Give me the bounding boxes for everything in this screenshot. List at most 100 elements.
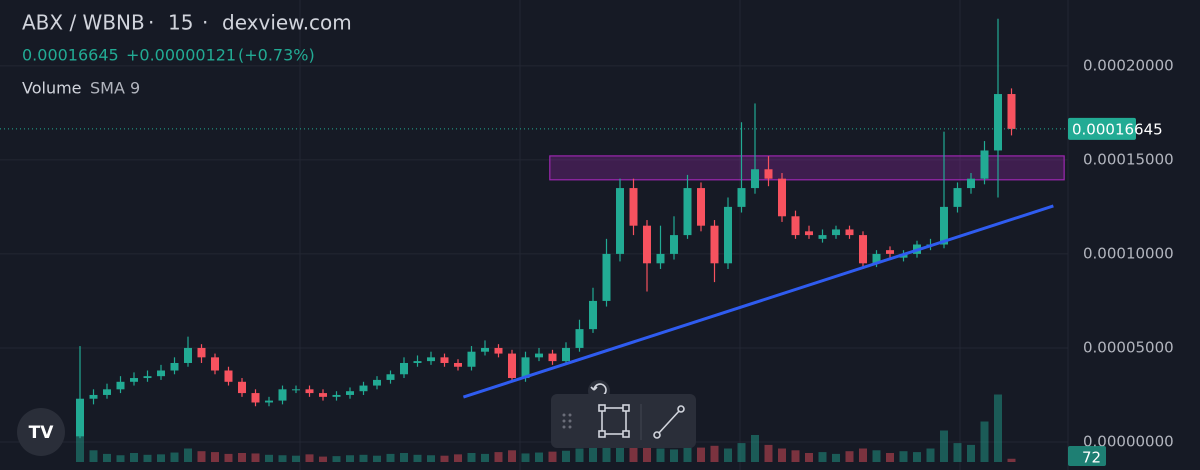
candle-body bbox=[278, 389, 287, 401]
volume-bar bbox=[143, 454, 152, 462]
candle-body bbox=[508, 353, 516, 379]
logo-mark: TV bbox=[29, 423, 55, 443]
candle-body bbox=[616, 188, 624, 254]
change-percent: (+0.73%) bbox=[238, 46, 315, 65]
candle-body bbox=[413, 361, 422, 363]
candle-body bbox=[251, 393, 260, 403]
volume-bar bbox=[697, 447, 705, 462]
price-zone bbox=[549, 155, 1065, 181]
candle-body bbox=[994, 94, 1002, 151]
rectangle-tool[interactable] bbox=[598, 404, 630, 438]
candle-body bbox=[184, 347, 192, 363]
volume-bar bbox=[535, 452, 543, 462]
candle-body bbox=[805, 231, 813, 236]
volume-bar bbox=[386, 453, 395, 462]
volume-bar bbox=[130, 453, 138, 462]
line-tool[interactable] bbox=[653, 405, 685, 439]
candle-body bbox=[157, 370, 165, 377]
volume-bar bbox=[805, 453, 813, 462]
y-tick-label: 0.00020000 bbox=[1083, 56, 1174, 74]
drawing-toolbar[interactable] bbox=[551, 380, 696, 448]
volume-bar bbox=[656, 448, 665, 462]
volume-bar bbox=[913, 452, 921, 462]
candle-body bbox=[89, 394, 98, 399]
volume-bar bbox=[589, 446, 597, 462]
volume-bar bbox=[778, 448, 786, 462]
price-legend: 0.00016645 +0.00000121 (+0.73%) bbox=[22, 46, 315, 65]
volume-bar bbox=[332, 456, 341, 462]
candle-body bbox=[697, 188, 705, 226]
volume-bar bbox=[899, 451, 908, 462]
last-volume-badge bbox=[1068, 446, 1106, 466]
volume-bar bbox=[818, 452, 827, 462]
candle-body bbox=[953, 188, 962, 207]
candle-body bbox=[265, 400, 273, 403]
volume-bar bbox=[359, 454, 368, 462]
candle-body bbox=[562, 347, 570, 362]
volume-bar bbox=[643, 444, 651, 462]
logo-bg bbox=[17, 408, 65, 456]
volume-bar bbox=[710, 445, 719, 462]
volume-bar bbox=[683, 446, 692, 462]
candle-body bbox=[400, 362, 408, 375]
candle-body bbox=[1007, 94, 1016, 129]
volume-bar bbox=[346, 455, 354, 462]
candle-body bbox=[427, 357, 435, 362]
volume-bar bbox=[859, 448, 867, 462]
separator: · bbox=[202, 11, 208, 35]
candle-body bbox=[643, 225, 651, 264]
candle-body bbox=[535, 353, 543, 358]
volume-bar bbox=[994, 394, 1002, 462]
candle-body bbox=[548, 353, 557, 362]
volume-bar bbox=[319, 456, 327, 462]
candle-body bbox=[386, 374, 395, 380]
volume-bar bbox=[508, 450, 516, 462]
volume-bar bbox=[467, 453, 476, 462]
candle-body bbox=[967, 178, 975, 189]
volume-bar bbox=[400, 453, 408, 462]
volume-bar bbox=[629, 444, 638, 462]
volume-bar bbox=[940, 430, 948, 462]
volume-bar bbox=[764, 444, 773, 462]
volume-title: Volume bbox=[22, 79, 82, 98]
volume-bar bbox=[305, 454, 314, 462]
candle-body bbox=[818, 235, 827, 239]
volume-bar bbox=[872, 450, 881, 462]
trendline bbox=[462, 204, 1054, 399]
candle-body bbox=[197, 347, 206, 358]
volume-bar bbox=[886, 453, 894, 462]
volume-bar bbox=[926, 448, 935, 462]
y-tick-label: 0.00005000 bbox=[1083, 338, 1174, 356]
volume-bar bbox=[440, 455, 449, 462]
candle-body bbox=[130, 378, 138, 382]
volume-bar bbox=[413, 454, 422, 462]
candle-body bbox=[670, 235, 678, 254]
candle-body bbox=[224, 370, 233, 382]
candle-body bbox=[859, 235, 867, 264]
last-price-label: 0.00016645 bbox=[1072, 120, 1163, 138]
candle-body bbox=[440, 357, 449, 363]
candle-body bbox=[319, 393, 327, 397]
volume-bar bbox=[494, 452, 503, 462]
header: ABX / WBNB · 15 · dexview.com bbox=[22, 11, 352, 35]
y-tick-label: 0.00000000 bbox=[1083, 432, 1174, 450]
volume-bar bbox=[251, 453, 260, 462]
volume-bar bbox=[670, 449, 678, 462]
volume-bar bbox=[737, 443, 746, 462]
symbol: ABX / WBNB bbox=[22, 11, 145, 35]
drag-handle[interactable] bbox=[562, 413, 572, 429]
candle-body bbox=[103, 389, 111, 395]
volume-bar bbox=[157, 454, 165, 462]
candle-body bbox=[940, 206, 948, 245]
candle-body bbox=[521, 357, 530, 379]
volume-bar bbox=[791, 450, 800, 462]
volume-bar bbox=[602, 443, 611, 462]
candle-body bbox=[494, 347, 503, 354]
candle-body bbox=[211, 357, 219, 371]
last-price: 0.00016645 bbox=[22, 46, 119, 65]
volume-indicator: SMA 9 bbox=[90, 79, 140, 98]
volume-bar bbox=[845, 451, 854, 462]
volume-bar bbox=[548, 451, 557, 462]
candle-body bbox=[980, 150, 989, 179]
